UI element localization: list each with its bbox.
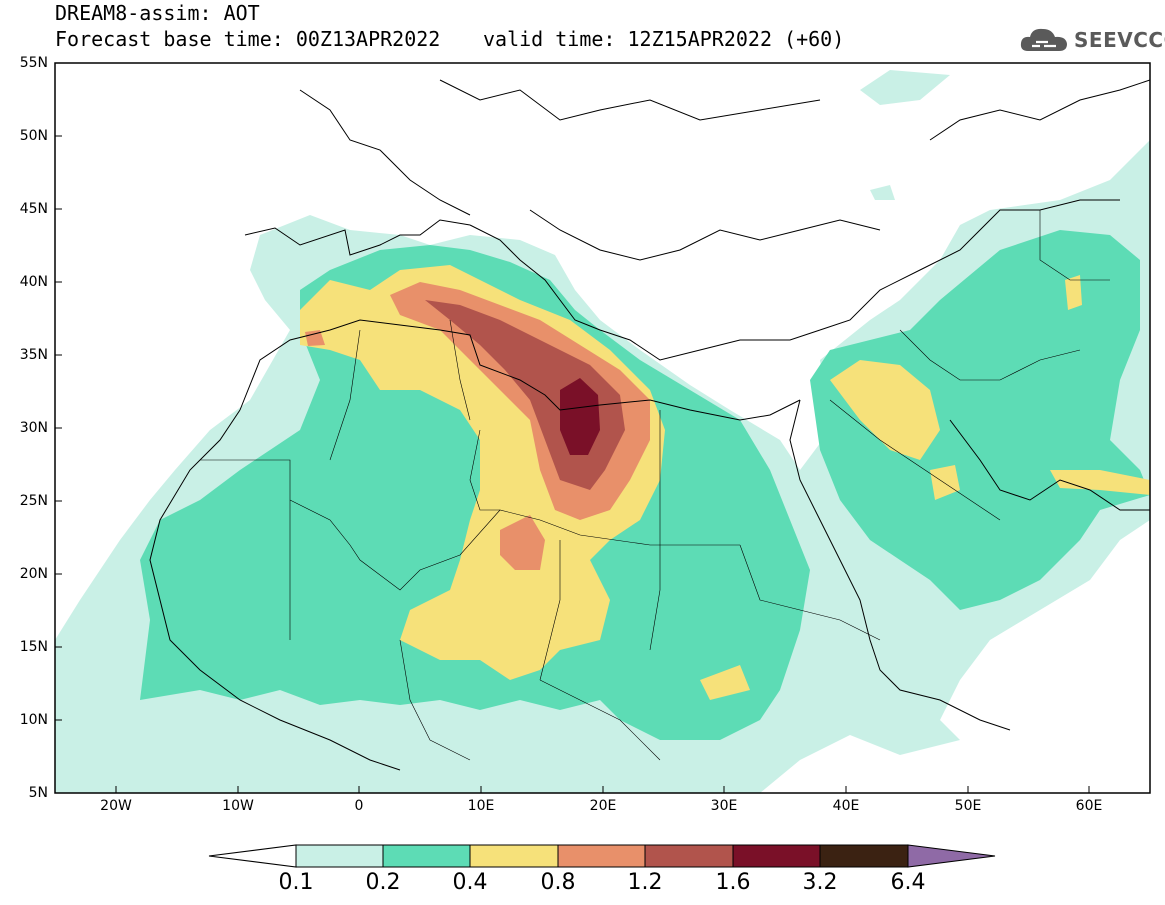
lon-label: 10E [467, 798, 495, 814]
lat-label: 15N [19, 639, 48, 655]
aot-contour-1-6 [560, 378, 600, 455]
colorbar-bin-7 [819, 844, 909, 868]
lon-label: 10W [222, 798, 254, 814]
colorbar-label: 0.2 [365, 870, 401, 895]
colorbar-over-arrow [907, 844, 996, 868]
colorbar-bin-4 [557, 844, 646, 868]
lat-label: 40N [19, 274, 48, 290]
lat-label: 35N [19, 347, 48, 363]
country-borders [200, 210, 1110, 761]
colorbar-label: 0.4 [452, 870, 488, 895]
colorbar-label: 0.1 [278, 870, 314, 895]
valid-time: valid time: 12Z15APR2022 (+60) [483, 27, 845, 51]
lon-label: 20W [100, 798, 132, 814]
colorbar-label: 6.4 [890, 870, 926, 895]
seevccc-logo: SEEVCCC [1018, 22, 1165, 58]
colorbar [208, 844, 996, 868]
colorbar-bin-3 [469, 844, 559, 868]
colorbar-bin-5 [644, 844, 734, 868]
colorbar-bin-2 [382, 844, 471, 868]
lon-label: 40E [832, 798, 860, 814]
colorbar-label: 1.6 [715, 870, 751, 895]
lat-label: 20N [19, 566, 48, 582]
lat-label: 50N [19, 128, 48, 144]
cloud-icon [1020, 28, 1067, 51]
coastlines [149, 79, 1150, 771]
map-title: DREAM8-assim: AOT [55, 1, 260, 25]
lat-label: 10N [19, 712, 48, 728]
lat-label: 5N [28, 785, 48, 801]
aot-contour-0-2 [140, 245, 810, 740]
colorbar-bin-1 [295, 844, 384, 868]
aot-field [55, 70, 1150, 793]
lat-label: 45N [19, 201, 48, 217]
lon-label: 30E [710, 798, 738, 814]
colorbar-label: 3.2 [802, 870, 838, 895]
lon-label: 20E [589, 798, 617, 814]
colorbar-bin-6 [732, 844, 821, 868]
lat-label: 25N [19, 493, 48, 509]
logo-text: SEEVCCC [1074, 28, 1165, 52]
lon-label: 0 [354, 798, 364, 814]
forecast-base-time: Forecast base time: 00Z13APR2022 [55, 27, 441, 51]
colorbar-label: 0.8 [540, 870, 576, 895]
lon-label: 60E [1075, 798, 1103, 814]
lat-label: 55N [19, 55, 48, 71]
axis-ticks [55, 62, 1090, 793]
lon-label: 50E [954, 798, 982, 814]
colorbar-under-arrow [208, 844, 297, 868]
lat-label: 30N [19, 420, 48, 436]
colorbar-label: 1.2 [627, 870, 663, 895]
